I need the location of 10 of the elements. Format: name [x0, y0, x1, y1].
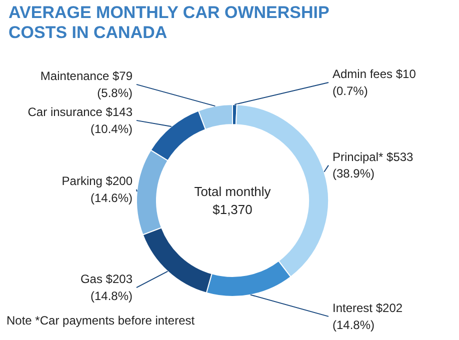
slice-label: Interest $202 (14.8%) — [332, 301, 403, 332]
text: Note *Car payments before interest — [6, 314, 196, 328]
slice-label: Car insurance $143 (10.4%) — [28, 105, 133, 136]
slice-label: Gas $203 (14.8%) — [80, 272, 133, 303]
slice-label: Admin fees $10 (0.7%) — [332, 67, 416, 98]
slice-label: Maintenance $79 (5.8%) — [40, 69, 133, 100]
chart-title: AVERAGE MONTHLY CAR OWNERSHIP COSTS IN CANADA — [8, 3, 330, 42]
slice-label: Parking $200 (14.6%) — [62, 174, 133, 205]
text: Total monthly $1,370 — [194, 184, 272, 217]
slice-label: Principal* $533 (38.9%) — [332, 150, 414, 181]
